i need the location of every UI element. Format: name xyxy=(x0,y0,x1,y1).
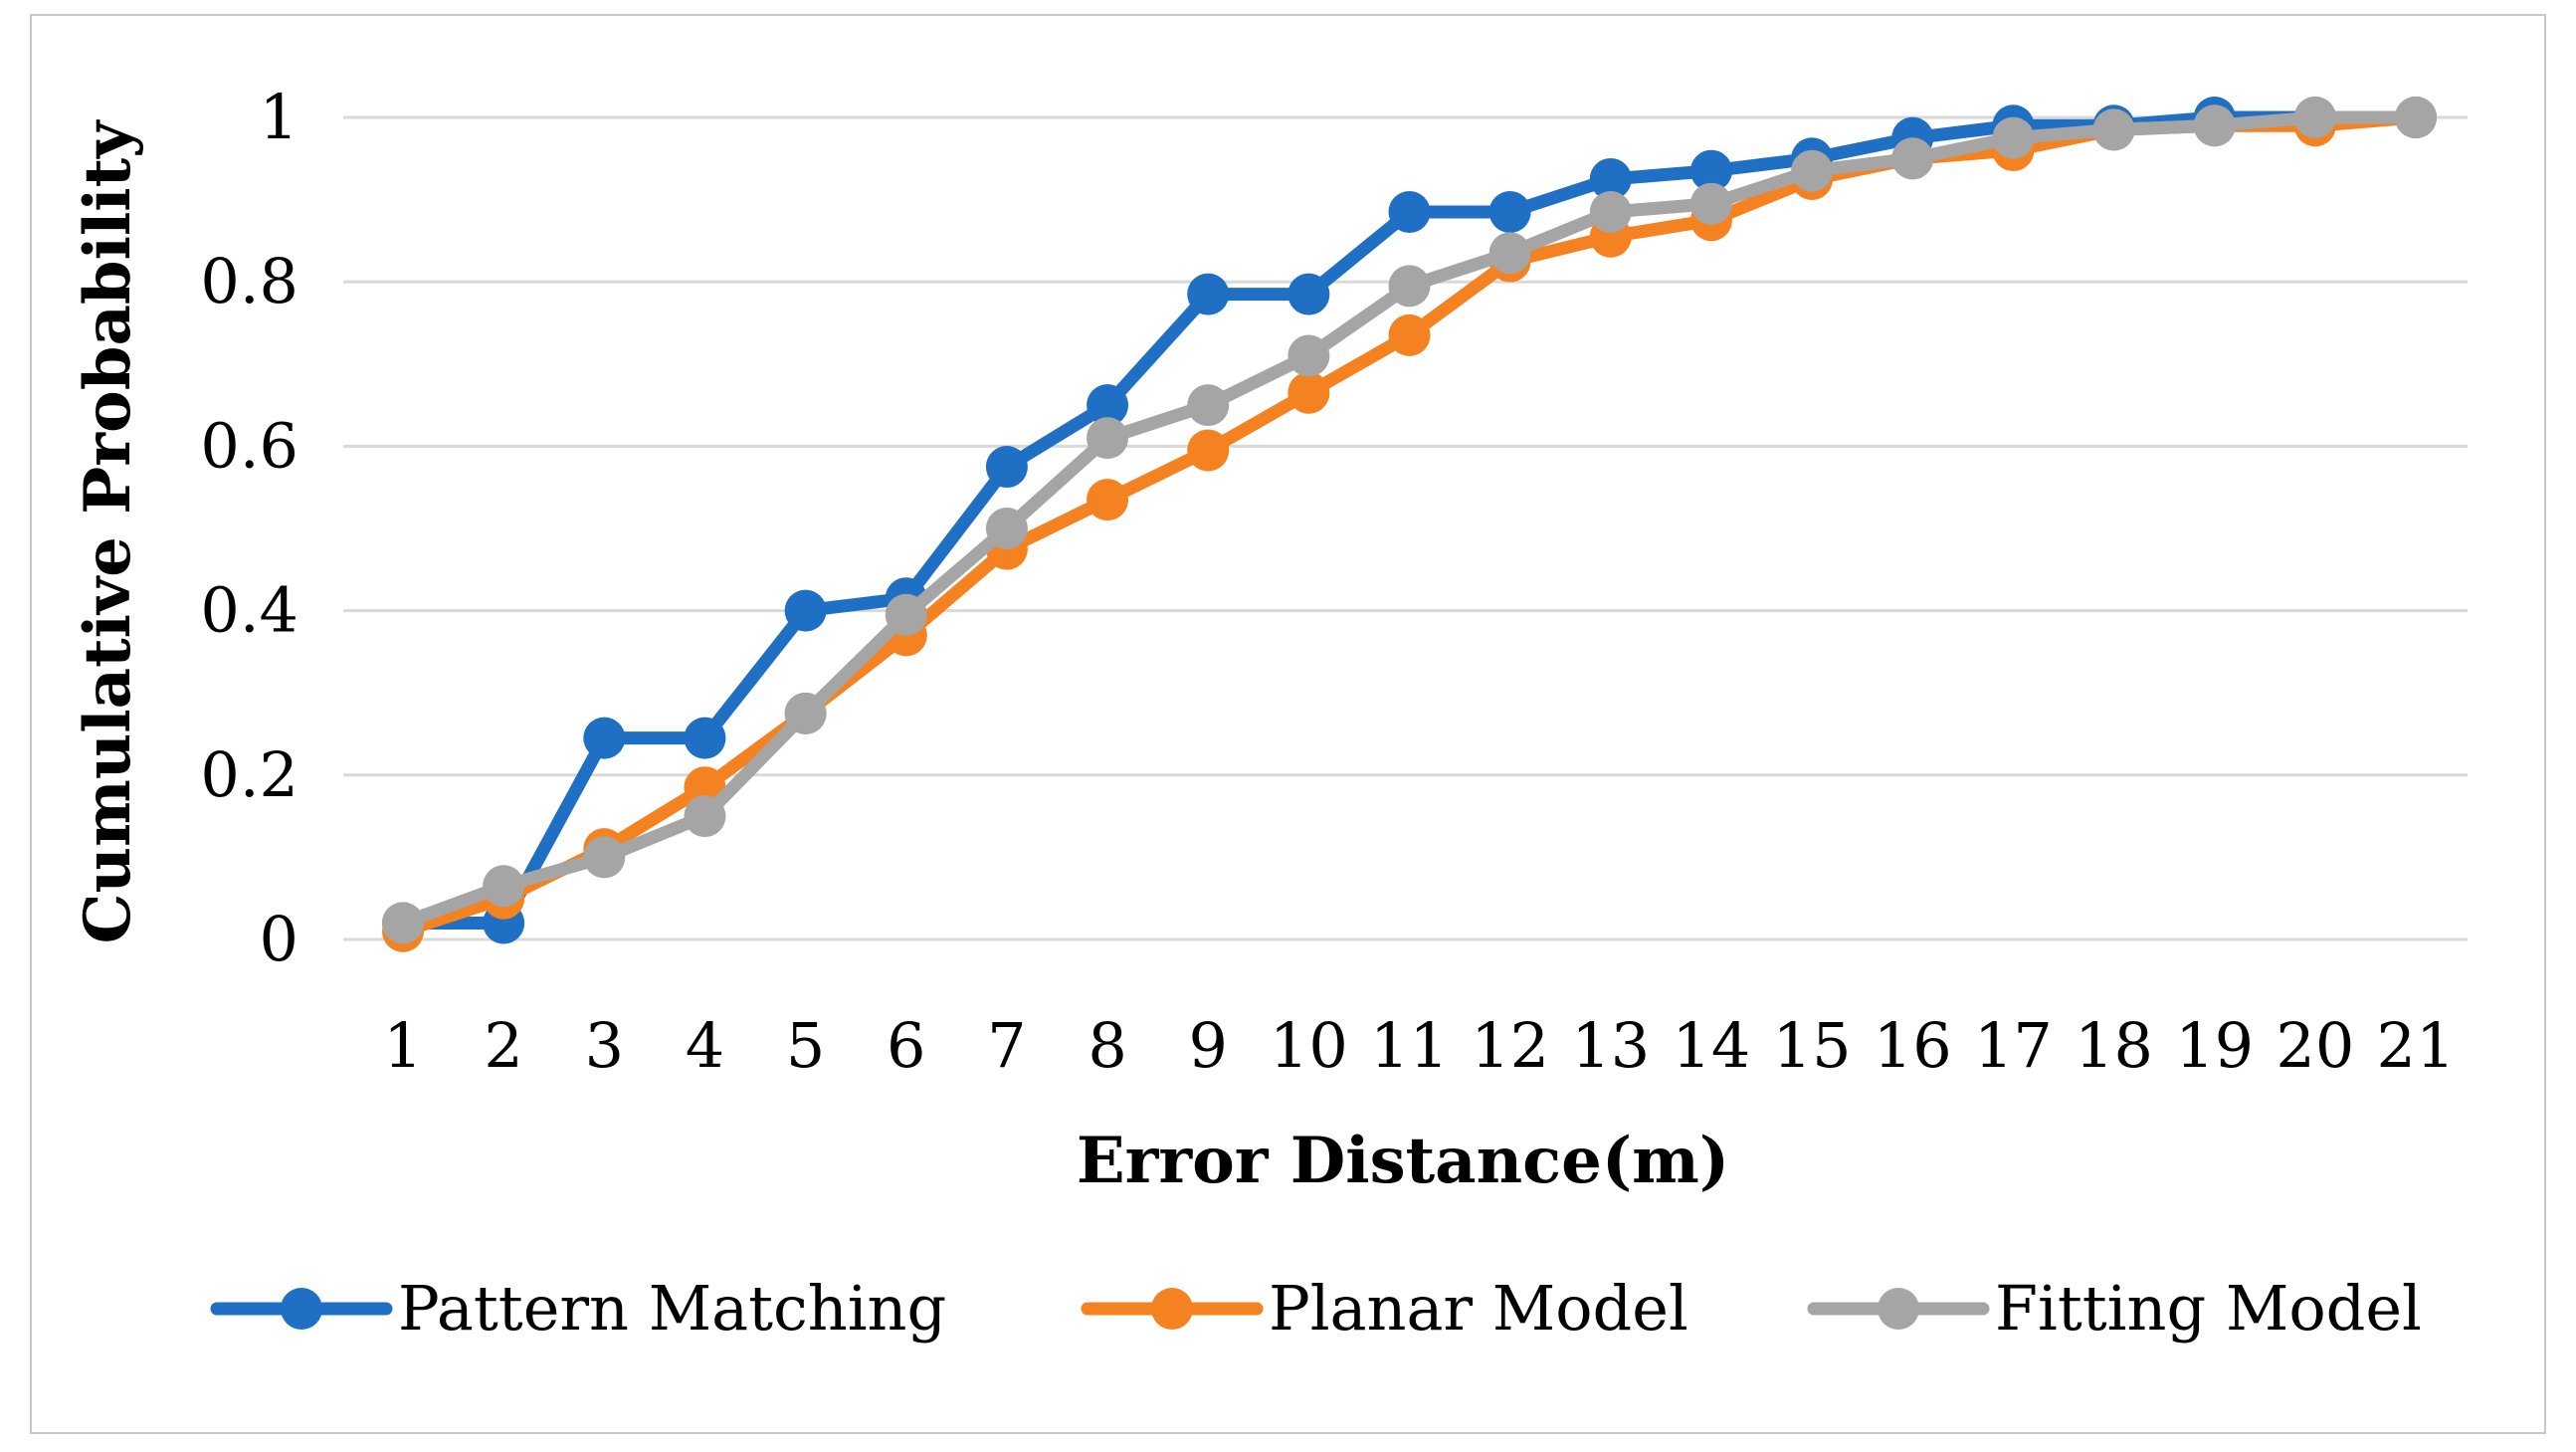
data-point xyxy=(684,795,726,838)
data-point xyxy=(1791,149,1834,192)
data-point xyxy=(1488,232,1531,275)
y-axis-title: Cumulative Probability xyxy=(71,119,145,944)
data-point xyxy=(985,508,1028,549)
data-point xyxy=(382,902,424,944)
data-point xyxy=(1589,190,1632,233)
data-point xyxy=(684,717,726,759)
x-tick-label: 18 xyxy=(2075,1009,2153,1082)
data-point xyxy=(1187,384,1230,427)
legend-swatch-marker xyxy=(1878,1288,1919,1330)
x-tick-label: 10 xyxy=(1270,1009,1348,1082)
series-group xyxy=(382,97,2437,944)
data-point xyxy=(1087,479,1129,521)
x-tick-label: 19 xyxy=(2175,1009,2254,1082)
x-tick-label: 16 xyxy=(1874,1009,1952,1082)
legend-swatch-marker xyxy=(1151,1288,1193,1330)
legend-label: Planar Model xyxy=(1269,1272,1688,1345)
data-point xyxy=(1488,190,1531,233)
x-tick-label: 1 xyxy=(383,1009,422,1082)
data-point xyxy=(985,446,1028,489)
x-tick-labels: 1 2 3 4 5 6 7 8 9 10 11 12 13 14 15 16 17 18 19 20 21 xyxy=(383,1009,2455,1082)
data-point xyxy=(583,717,626,759)
y-tick-label: 0 xyxy=(260,903,298,975)
x-tick-label: 2 xyxy=(484,1009,522,1082)
x-axis-title: Error Distance(m) xyxy=(1077,1124,1729,1198)
x-tick-label: 3 xyxy=(585,1009,624,1082)
data-point xyxy=(1288,371,1330,414)
data-point xyxy=(784,589,827,632)
data-point xyxy=(1689,182,1732,225)
x-tick-label: 4 xyxy=(686,1009,724,1082)
data-point xyxy=(1087,384,1129,427)
y-tick-label: 0.8 xyxy=(200,245,298,317)
data-point xyxy=(1187,429,1230,472)
legend-item: Fitting Model xyxy=(1807,1272,2422,1345)
x-tick-label: 7 xyxy=(987,1009,1026,1082)
x-tick-label: 8 xyxy=(1088,1009,1126,1082)
legend-label: Pattern Matching xyxy=(398,1272,946,1345)
chart-border xyxy=(30,14,2546,1434)
x-tick-label: 6 xyxy=(887,1009,925,1082)
data-point xyxy=(1689,149,1732,192)
y-tick-label: 0.6 xyxy=(200,409,298,482)
legend-item: Planar Model xyxy=(1081,1272,1688,1345)
legend-label: Fitting Model xyxy=(1995,1272,2422,1345)
x-tick-label: 17 xyxy=(1974,1009,2053,1082)
x-tick-label: 5 xyxy=(786,1009,825,1082)
series-layer xyxy=(382,97,2437,952)
data-point xyxy=(1087,417,1129,460)
data-point xyxy=(2293,97,2336,138)
data-point xyxy=(483,865,525,908)
x-tick-label: 15 xyxy=(1773,1009,1852,1082)
data-point xyxy=(2193,104,2236,147)
x-tick-label: 11 xyxy=(1370,1009,1449,1082)
data-point xyxy=(583,836,626,879)
data-point xyxy=(1187,273,1230,315)
x-tick-label: 13 xyxy=(1571,1009,1650,1082)
data-point xyxy=(1388,265,1431,308)
series-group xyxy=(382,97,2437,944)
data-point xyxy=(2092,108,2135,151)
legend-swatch-marker xyxy=(281,1288,322,1330)
data-point xyxy=(1288,273,1330,315)
data-point xyxy=(1388,313,1431,356)
y-tick-label: 1 xyxy=(260,81,298,153)
data-point xyxy=(1388,190,1431,233)
y-tick-label: 0.2 xyxy=(200,738,298,811)
data-point xyxy=(2395,97,2437,138)
x-tick-label: 12 xyxy=(1471,1009,1549,1082)
y-tick-labels: 0 0.2 0.4 0.6 0.8 1 xyxy=(200,81,298,975)
x-tick-label: 14 xyxy=(1672,1009,1750,1082)
data-point xyxy=(885,593,927,636)
data-point xyxy=(784,692,827,734)
data-point xyxy=(1589,157,1632,200)
legend: Pattern Matching Planar Model Fitting Mode… xyxy=(210,1272,2422,1345)
x-tick-label: 9 xyxy=(1188,1009,1227,1082)
y-tick-label: 0.4 xyxy=(200,574,298,647)
data-point xyxy=(1891,137,1934,180)
x-tick-label: 20 xyxy=(2276,1009,2354,1082)
x-tick-label: 21 xyxy=(2377,1009,2456,1082)
legend-item: Pattern Matching xyxy=(210,1272,946,1345)
data-point xyxy=(1992,116,2035,159)
data-point xyxy=(1288,334,1330,377)
